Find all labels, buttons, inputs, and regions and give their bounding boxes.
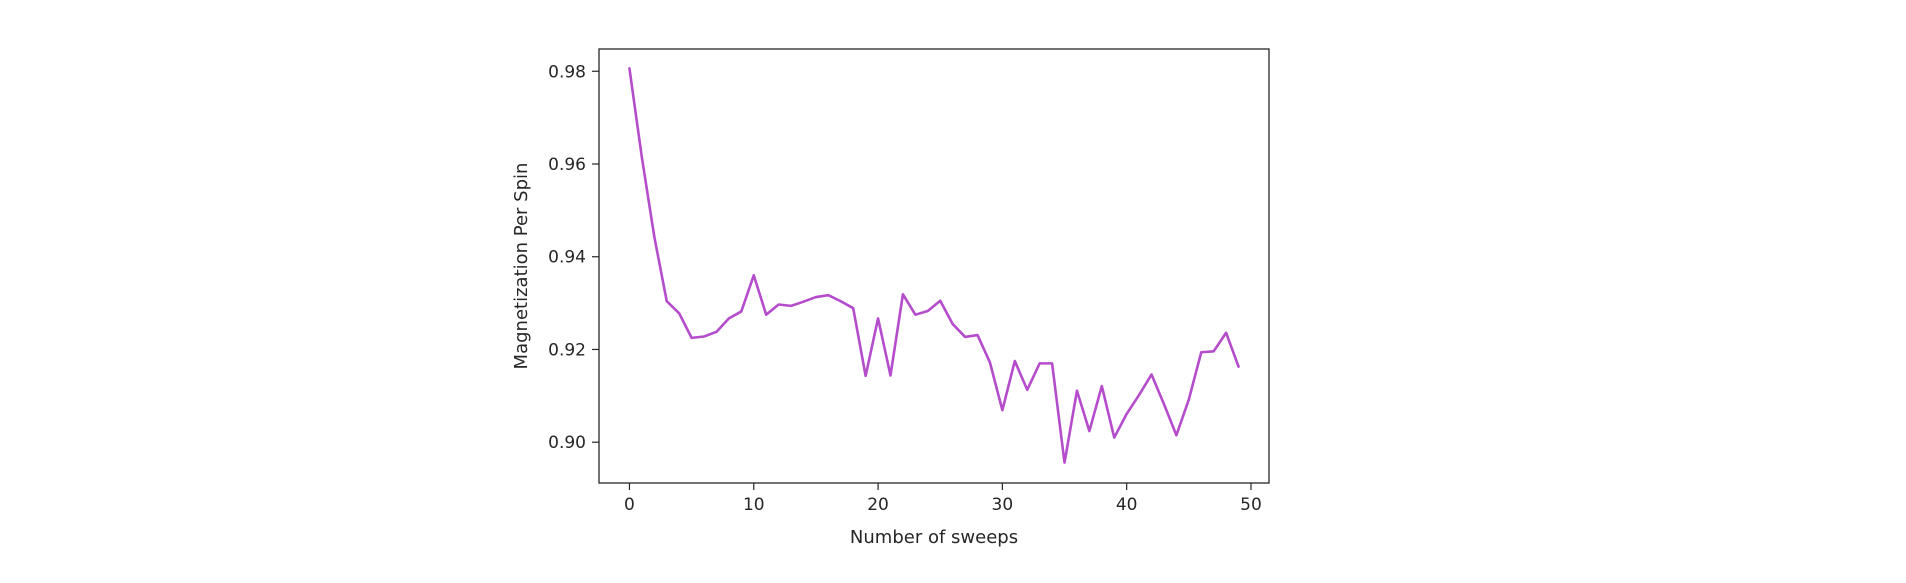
data-point <box>1088 430 1090 432</box>
data-point <box>1175 434 1177 436</box>
data-point <box>1101 385 1103 387</box>
data-point <box>753 274 755 276</box>
data-point <box>1188 398 1190 400</box>
y-tick-label: 0.96 <box>548 155 586 175</box>
data-point <box>790 305 792 307</box>
data-point <box>666 300 668 302</box>
y-axis-title: Magnetization Per Spin <box>511 163 532 370</box>
x-tick-label: 30 <box>992 495 1014 515</box>
data-point <box>1051 362 1053 364</box>
data-point <box>740 310 742 312</box>
data-point <box>827 294 829 296</box>
x-tick-label: 10 <box>743 495 765 515</box>
x-axis-ticks: 0 10 20 30 40 50 <box>624 483 1262 515</box>
y-axis-ticks: 0.90 0.92 0.94 0.96 0.98 <box>548 62 599 453</box>
x-axis-title: Number of sweeps <box>850 527 1018 548</box>
x-tick-label: 0 <box>624 495 635 515</box>
data-point <box>989 361 991 363</box>
magnetization-series-line <box>628 67 1240 464</box>
data-point <box>927 310 929 312</box>
data-point <box>1150 373 1152 375</box>
data-point <box>1038 362 1040 364</box>
data-point <box>678 312 680 314</box>
data-point <box>1014 360 1016 362</box>
data-point <box>1212 350 1214 352</box>
data-point <box>1001 409 1003 411</box>
x-tick-label: 40 <box>1116 495 1138 515</box>
data-point <box>1076 390 1078 392</box>
y-tick-label: 0.94 <box>548 248 586 268</box>
data-point <box>641 156 643 158</box>
data-point <box>715 331 717 333</box>
data-point <box>1138 394 1140 396</box>
data-point <box>976 334 978 336</box>
data-point <box>1200 351 1202 353</box>
data-point <box>1026 389 1028 391</box>
y-tick-label: 0.90 <box>548 433 586 453</box>
data-point <box>939 300 941 302</box>
x-tick-label: 50 <box>1240 495 1262 515</box>
data-point <box>765 313 767 315</box>
data-point <box>690 337 692 339</box>
y-tick-label: 0.92 <box>548 340 586 360</box>
y-tick-label: 0.98 <box>548 62 586 82</box>
data-point <box>951 323 953 325</box>
x-tick-label: 20 <box>867 495 889 515</box>
data-point <box>889 374 891 376</box>
data-point <box>802 301 804 303</box>
data-point <box>1237 365 1239 367</box>
data-point <box>1163 403 1165 405</box>
data-point <box>1063 461 1065 463</box>
data-point <box>914 313 916 315</box>
data-point <box>852 307 854 309</box>
data-point <box>1225 332 1227 334</box>
data-point <box>877 317 879 319</box>
data-point <box>777 303 779 305</box>
plot-area-frame <box>598 48 1270 484</box>
data-point <box>653 236 655 238</box>
data-point <box>840 300 842 302</box>
data-point <box>628 67 630 69</box>
data-point <box>864 375 866 377</box>
data-point <box>815 296 817 298</box>
data-point <box>964 336 966 338</box>
data-point <box>902 293 904 295</box>
data-point <box>1125 413 1127 415</box>
data-point <box>728 317 730 319</box>
data-point <box>1113 436 1115 438</box>
data-point <box>703 335 705 337</box>
